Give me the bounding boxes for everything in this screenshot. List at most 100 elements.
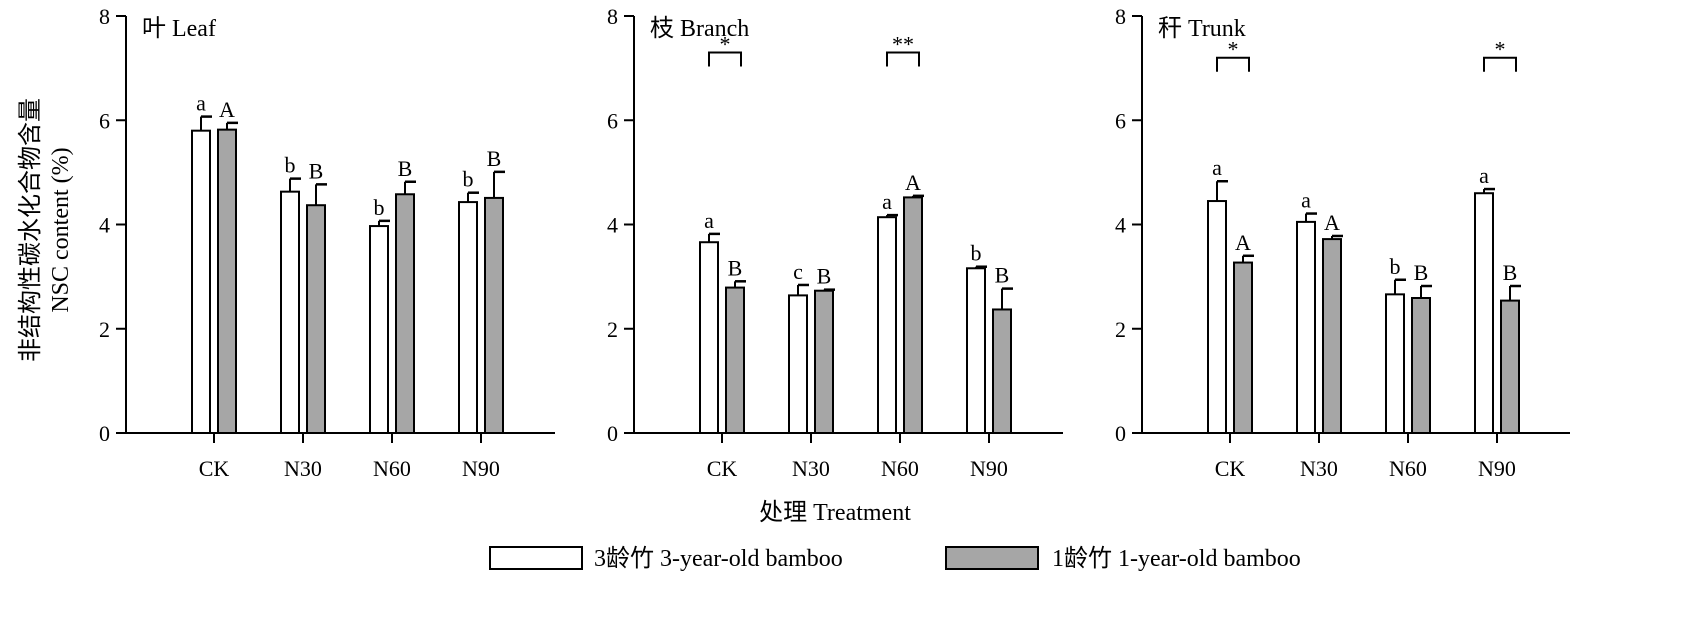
bar	[458, 201, 478, 434]
y-tick-label: 0	[607, 421, 618, 446]
significance-letter: a	[1479, 163, 1489, 188]
y-tick-label: 2	[607, 317, 618, 342]
y-tick-label: 6	[1115, 108, 1126, 133]
bar	[725, 286, 745, 435]
bar	[1385, 293, 1405, 434]
significance-letter: b	[374, 195, 385, 220]
panel-title: 叶 Leaf	[142, 16, 216, 42]
y-tick-label: 4	[99, 213, 110, 238]
legend: 3龄竹 3-year-old bamboo 1龄竹 1-year-old bam…	[489, 545, 1301, 572]
x-tick-label: N30	[792, 456, 830, 481]
significance-letter: a	[704, 208, 714, 233]
bar	[1500, 299, 1520, 435]
significance-letter: A	[1324, 210, 1340, 235]
x-tick-label: CK	[1215, 456, 1246, 481]
significance-letter: B	[309, 158, 324, 183]
bar	[1233, 261, 1253, 434]
significance-bracket	[708, 51, 742, 67]
panel-title: 枝 Branch	[650, 15, 749, 42]
significance-bracket	[886, 51, 920, 67]
bar	[484, 196, 504, 434]
y-tick-label: 4	[607, 213, 618, 238]
bar	[1411, 296, 1431, 434]
significance-letter: B	[817, 264, 832, 289]
significance-letter: a	[1212, 155, 1222, 180]
significance-letter: A	[219, 97, 235, 122]
y-tick-label: 8	[1115, 4, 1126, 29]
significance-mark: *	[1228, 37, 1239, 62]
bar	[992, 308, 1012, 434]
y-tick-label: 4	[1115, 213, 1126, 238]
x-tick-label: N30	[284, 456, 322, 481]
y-tick-label: 6	[99, 108, 110, 133]
significance-letter: B	[398, 156, 413, 181]
significance-bracket	[1483, 56, 1517, 72]
panel-title: 秆 Trunk	[1158, 15, 1246, 42]
bar	[1474, 192, 1494, 434]
y-tick-label: 6	[607, 108, 618, 133]
bar	[1296, 220, 1316, 434]
bar	[903, 196, 923, 434]
x-tick-label: N90	[1478, 456, 1516, 481]
significance-letter: B	[487, 146, 502, 171]
bar	[217, 128, 237, 434]
x-tick-label: N30	[1300, 456, 1338, 481]
x-tick-label: N60	[1389, 456, 1427, 481]
bar	[306, 204, 326, 434]
significance-bracket	[1216, 56, 1250, 72]
bar	[1322, 238, 1342, 434]
legend-label-1-year: 1龄竹 1-year-old bamboo	[1052, 545, 1301, 572]
bar	[395, 193, 415, 434]
significance-letter: b	[1390, 254, 1401, 279]
bar	[814, 289, 834, 435]
significance-letter: B	[995, 263, 1010, 288]
x-tick-label: N90	[970, 456, 1008, 481]
significance-letter: c	[793, 259, 803, 284]
y-tick-label: 0	[1115, 421, 1126, 446]
bar	[699, 241, 719, 434]
bar	[369, 225, 389, 434]
y-tick-label: 2	[1115, 317, 1126, 342]
y-axis-title-en: NSC content (%)	[48, 147, 74, 312]
significance-letter: B	[728, 255, 743, 280]
y-tick-label: 8	[607, 4, 618, 29]
significance-mark: **	[892, 31, 914, 56]
significance-letter: a	[882, 189, 892, 214]
x-tick-label: N90	[462, 456, 500, 481]
significance-letter: B	[1414, 260, 1429, 285]
bar	[1207, 200, 1227, 434]
significance-mark: *	[1495, 37, 1506, 62]
legend-label-3-year: 3龄竹 3-year-old bamboo	[594, 545, 843, 572]
bar	[280, 190, 300, 434]
significance-letter: A	[905, 170, 921, 195]
y-tick-label: 2	[99, 317, 110, 342]
x-tick-label: N60	[881, 456, 919, 481]
y-axis-title-cn: 非结构性碳水化合物含量	[17, 98, 44, 362]
bar	[966, 267, 986, 434]
significance-letter: a	[1301, 188, 1311, 213]
y-tick-label: 0	[99, 421, 110, 446]
x-axis-title: 处理 Treatment	[759, 499, 911, 526]
significance-letter: B	[1503, 260, 1518, 285]
significance-mark: *	[720, 31, 731, 56]
legend-swatch-1-year	[945, 546, 1039, 570]
significance-letter: A	[1235, 230, 1251, 255]
bar	[877, 216, 897, 434]
significance-letter: b	[463, 167, 474, 192]
y-tick-label: 8	[99, 4, 110, 29]
significance-letter: b	[285, 153, 296, 178]
significance-letter: b	[971, 241, 982, 266]
x-tick-label: N60	[373, 456, 411, 481]
legend-swatch-3-year	[489, 546, 583, 570]
y-axis-title: 非结构性碳水化合物含量 NSC content (%)	[17, 98, 74, 362]
bar	[788, 294, 808, 435]
x-tick-label: CK	[199, 456, 230, 481]
significance-letter: a	[196, 91, 206, 116]
x-tick-label: CK	[707, 456, 738, 481]
